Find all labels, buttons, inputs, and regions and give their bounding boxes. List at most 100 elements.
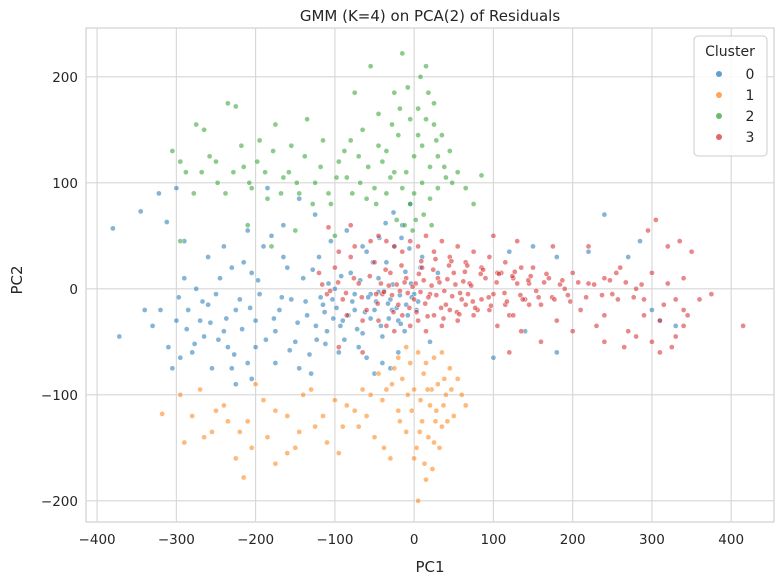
point-cluster-2 (206, 153, 213, 160)
point-cluster-3 (316, 270, 322, 276)
point-cluster-1 (389, 381, 395, 388)
point-cluster-3 (359, 317, 366, 324)
point-cluster-3 (439, 323, 445, 329)
point-cluster-0 (339, 317, 346, 324)
point-cluster-3 (383, 238, 390, 244)
point-cluster-3 (339, 296, 346, 303)
point-cluster-1 (411, 455, 417, 462)
point-cluster-2 (272, 121, 279, 128)
point-cluster-2 (343, 174, 350, 181)
point-cluster-3 (398, 262, 405, 269)
point-cluster-1 (415, 349, 421, 356)
point-cluster-3 (464, 262, 471, 269)
point-cluster-2 (407, 116, 414, 123)
point-cluster-2 (355, 153, 362, 160)
point-cluster-3 (541, 279, 547, 286)
point-cluster-0 (205, 301, 211, 308)
point-cluster-3 (440, 315, 447, 322)
x-tick-label: −100 (316, 532, 353, 548)
point-cluster-0 (272, 360, 279, 366)
point-cluster-3 (510, 312, 517, 319)
point-cluster-3 (622, 279, 629, 286)
point-cluster-3 (680, 275, 687, 282)
point-cluster-2 (415, 105, 421, 112)
point-cluster-3 (657, 349, 663, 356)
point-cluster-3 (465, 291, 471, 297)
point-cluster-0 (306, 351, 313, 358)
point-cluster-1 (244, 418, 251, 425)
point-cluster-2 (230, 169, 237, 176)
point-cluster-1 (440, 402, 447, 409)
point-cluster-3 (633, 285, 639, 292)
point-cluster-0 (177, 354, 184, 361)
point-cluster-3 (439, 238, 445, 244)
point-cluster-3 (557, 281, 563, 288)
point-cluster-0 (284, 264, 291, 271)
point-cluster-2 (214, 179, 221, 186)
point-cluster-1 (436, 444, 443, 451)
point-cluster-3 (480, 266, 486, 273)
point-cluster-2 (349, 190, 356, 197)
point-cluster-2 (193, 121, 200, 128)
point-cluster-3 (391, 243, 398, 250)
point-cluster-0 (649, 307, 655, 313)
point-cluster-0 (322, 341, 329, 347)
point-cluster-1 (381, 444, 387, 451)
point-cluster-3 (387, 270, 394, 276)
point-cluster-0 (252, 344, 259, 350)
point-cluster-0 (313, 336, 320, 343)
point-cluster-1 (423, 476, 429, 483)
point-cluster-1 (399, 376, 406, 382)
point-cluster-3 (390, 309, 397, 315)
point-cluster-0 (320, 301, 326, 308)
point-cluster-2 (443, 174, 449, 181)
point-cluster-1 (395, 354, 402, 361)
point-cluster-2 (232, 103, 239, 110)
point-cluster-0 (169, 365, 176, 372)
point-cluster-0 (625, 254, 632, 260)
point-cluster-0 (349, 298, 356, 305)
point-cluster-3 (649, 338, 655, 345)
point-cluster-2 (425, 89, 432, 96)
point-cluster-1 (209, 429, 215, 435)
point-cluster-0 (397, 320, 404, 327)
point-cluster-0 (335, 349, 342, 356)
point-cluster-0 (217, 275, 223, 282)
point-cluster-3 (525, 277, 532, 284)
point-cluster-2 (333, 174, 340, 181)
point-cluster-3 (653, 217, 659, 223)
point-cluster-1 (232, 455, 239, 462)
point-cluster-3 (514, 280, 521, 287)
point-cluster-3 (454, 243, 461, 250)
point-cluster-2 (280, 174, 287, 181)
point-cluster-3 (425, 294, 432, 301)
point-cluster-2 (401, 222, 408, 229)
y-tick-label: 0 (69, 282, 78, 298)
tick-layer: −400 −300 −200 −100 0 100 200 300 400 −200 −100 0 10… (41, 70, 744, 548)
point-cluster-2 (225, 100, 231, 107)
point-cluster-2 (246, 179, 253, 186)
point-cluster-3 (599, 292, 605, 298)
point-cluster-1 (444, 418, 451, 425)
point-cluster-2 (423, 116, 429, 123)
point-cluster-3 (351, 275, 357, 282)
point-cluster-2 (407, 201, 414, 207)
point-cluster-1 (248, 444, 255, 451)
point-cluster-1 (435, 381, 441, 388)
point-cluster-3 (420, 277, 427, 284)
point-cluster-0 (427, 338, 433, 345)
point-cluster-3 (355, 280, 362, 287)
point-cluster-3 (460, 278, 467, 285)
point-cluster-0 (255, 277, 261, 284)
point-cluster-1 (454, 376, 461, 382)
point-cluster-1 (292, 444, 299, 451)
point-cluster-2 (393, 217, 400, 223)
point-cluster-3 (378, 280, 384, 287)
point-cluster-2 (201, 126, 207, 133)
point-cluster-0 (302, 298, 309, 305)
point-cluster-3 (462, 268, 468, 275)
point-cluster-1 (240, 474, 247, 481)
point-cluster-0 (185, 307, 192, 313)
point-cluster-3 (431, 248, 437, 255)
point-cluster-0 (240, 259, 247, 266)
